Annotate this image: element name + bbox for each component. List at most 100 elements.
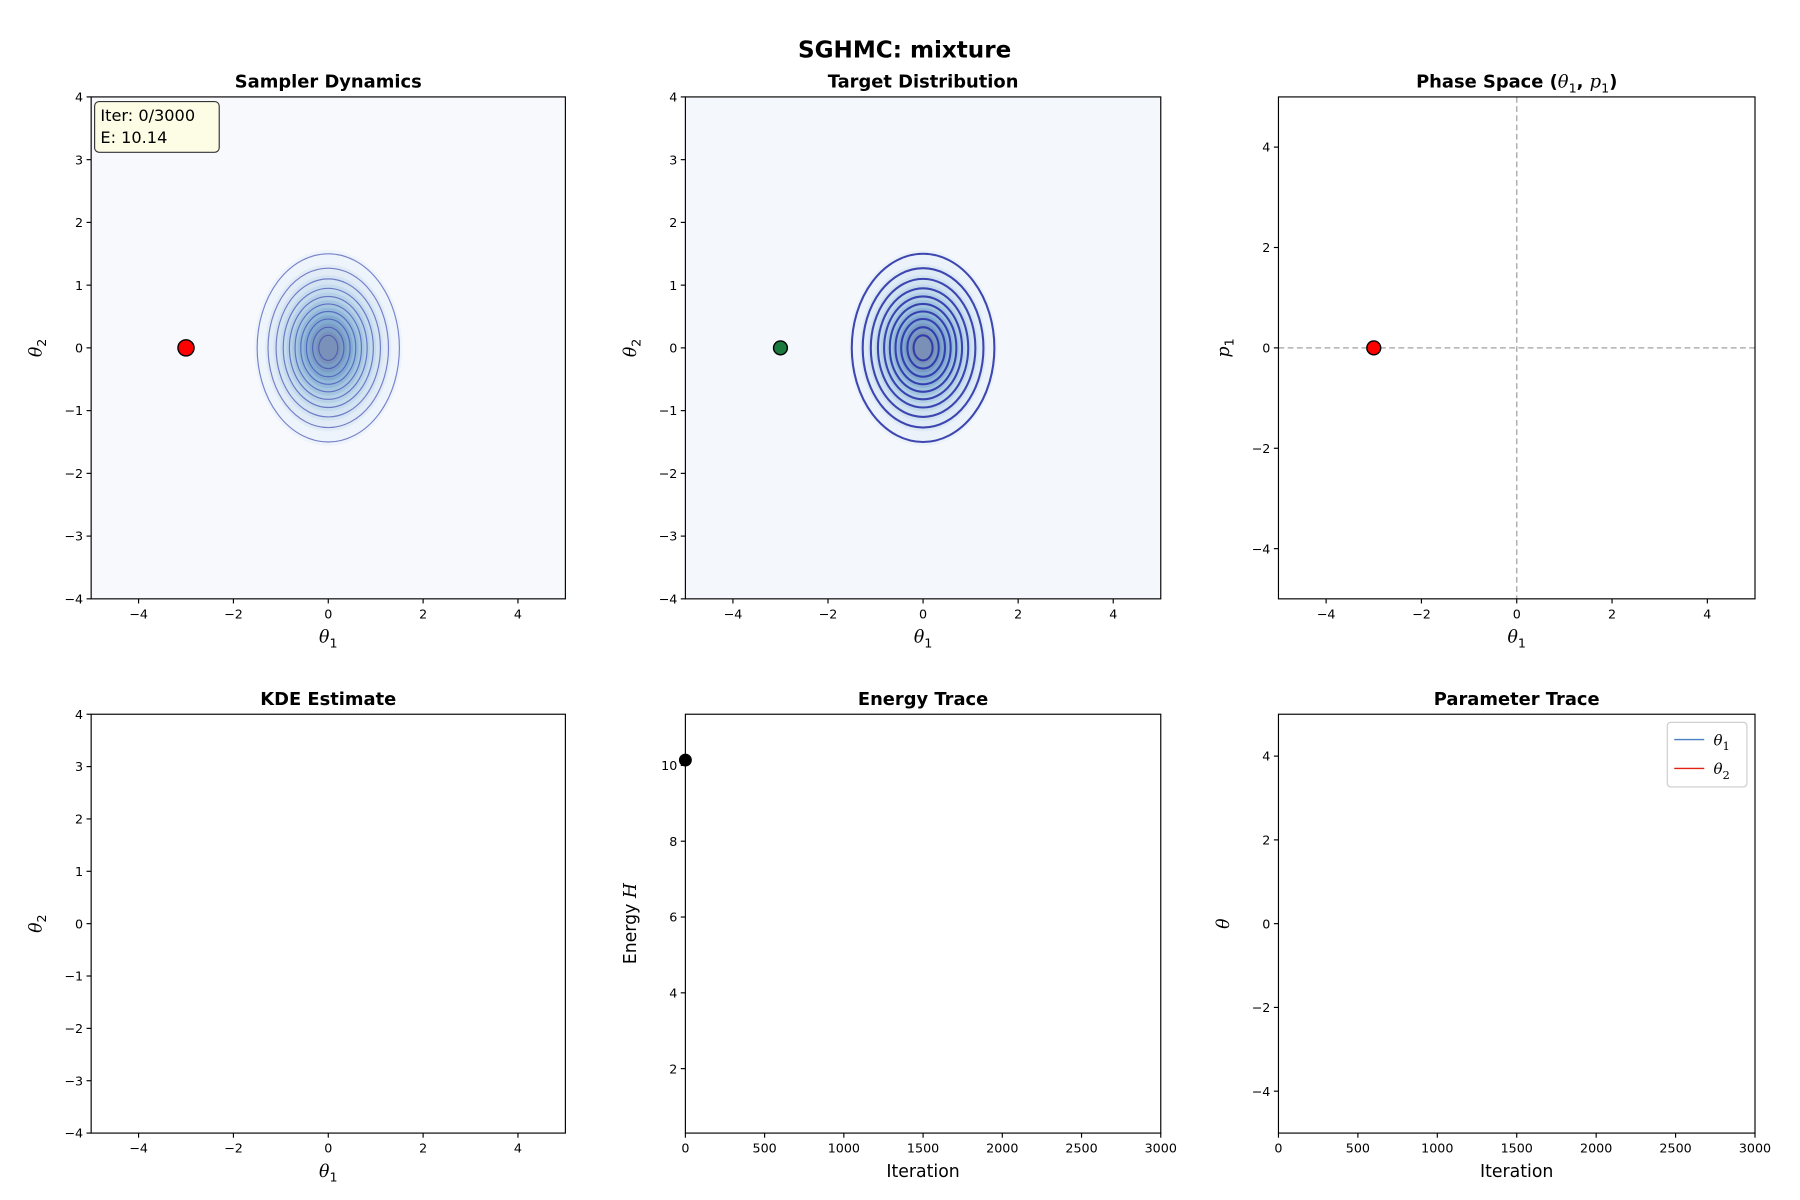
- x-tick-label: −4: [1317, 606, 1336, 621]
- plot-area: [91, 714, 566, 1134]
- title-subscript: 1: [1569, 80, 1577, 95]
- y-tick-label: −4: [1252, 541, 1271, 556]
- x-tick-label: −2: [1412, 606, 1431, 621]
- y-tick-label: 1: [75, 278, 83, 293]
- subplot-title: Sampler Dynamics: [235, 72, 422, 93]
- label-symbol: H: [621, 882, 641, 899]
- subplot-title: Target Distribution: [828, 72, 1019, 93]
- label-subscript: 1: [329, 635, 337, 650]
- plot-content: [848, 250, 998, 446]
- y-tick-label: −1: [64, 969, 83, 984]
- y-tick-label: −3: [64, 1073, 83, 1088]
- legend-subscript: 1: [1722, 739, 1729, 753]
- subplot-title: Energy Trace: [858, 689, 988, 710]
- label-subscript: 2: [34, 914, 49, 922]
- x-tick-label: 2000: [986, 1141, 1018, 1156]
- x-tick-label: 1500: [1501, 1141, 1533, 1156]
- x-tick-label: 0: [681, 1141, 689, 1156]
- y-tick-label: −3: [659, 529, 678, 544]
- x-tick-label: −2: [224, 606, 243, 621]
- y-axis-label: θ: [1214, 918, 1234, 929]
- y-tick-label: 3: [75, 759, 83, 774]
- legend-label: θ2: [1713, 760, 1729, 782]
- label-subscript: 1: [1518, 635, 1526, 650]
- y-tick-label: 4: [75, 90, 83, 105]
- x-tick-label: 500: [1346, 1141, 1370, 1156]
- data-point: [1366, 340, 1382, 356]
- y-tick-label: −4: [64, 591, 83, 606]
- x-tick-label: −4: [129, 1141, 148, 1156]
- info-box-line: E: 10.14: [100, 128, 167, 147]
- title-text: ,: [1577, 72, 1590, 93]
- y-tick-label: 2: [1262, 833, 1270, 848]
- legend-subscript: 2: [1722, 768, 1729, 782]
- legend-symbol: θ: [1713, 760, 1722, 778]
- plot-area: [685, 714, 1161, 1134]
- x-tick-label: 2: [419, 606, 427, 621]
- x-tick-label: 0: [324, 1141, 332, 1156]
- label-symbol: θ: [621, 346, 641, 357]
- contour-line: [312, 326, 345, 370]
- y-tick-label: −3: [64, 529, 83, 544]
- x-axis-label: θ1: [319, 1162, 338, 1185]
- label-subscript: 1: [924, 635, 932, 650]
- title-text: ): [1609, 72, 1617, 93]
- label-symbol: θ: [319, 628, 330, 648]
- contour-line: [888, 302, 958, 393]
- contour-line: [288, 295, 368, 400]
- y-tick-label: 0: [1262, 341, 1270, 356]
- x-tick-label: 2: [419, 1141, 427, 1156]
- label-subscript: 1: [1221, 338, 1236, 346]
- contour-line: [861, 267, 985, 429]
- y-tick-label: 0: [75, 341, 83, 356]
- y-axis-label: θ2: [621, 339, 644, 358]
- label-symbol: θ: [914, 628, 925, 648]
- y-tick-label: −4: [659, 591, 678, 606]
- y-tick-label: 0: [1262, 916, 1270, 931]
- x-axis-label: Iteration: [886, 1162, 959, 1182]
- x-tick-label: −4: [724, 606, 743, 621]
- y-tick-label: 1: [669, 278, 677, 293]
- figure-suptitle: SGHMC: mixture: [798, 38, 1011, 64]
- label-symbol: p: [1214, 346, 1234, 357]
- info-box-line: Iter: 0/3000: [100, 106, 195, 125]
- x-tick-label: 2500: [1065, 1141, 1097, 1156]
- title-symbol: p: [1590, 72, 1602, 93]
- y-tick-label: 4: [669, 90, 677, 105]
- y-tick-label: −2: [1252, 441, 1271, 456]
- x-tick-label: 2: [1608, 606, 1616, 621]
- y-tick-label: −2: [64, 1021, 83, 1036]
- x-tick-label: 2500: [1659, 1141, 1691, 1156]
- x-tick-label: 500: [753, 1141, 777, 1156]
- subplot-target: −4 −2 0 2 4 −4 −3 −2 −1 0 1 2 3 4 Target Distribution θ…: [621, 72, 1162, 650]
- y-tick-label: 0: [669, 341, 677, 356]
- y-tick-label: 8: [669, 834, 677, 849]
- x-tick-label: 0: [1274, 1141, 1282, 1156]
- y-tick-label: 4: [1262, 749, 1270, 764]
- y-tick-label: 4: [669, 985, 677, 1000]
- contour-line: [267, 267, 390, 429]
- y-tick-label: 2: [669, 215, 677, 230]
- legend-frame: [1666, 721, 1748, 788]
- y-tick-label: 2: [1262, 240, 1270, 255]
- info-box: Iter: 0/3000 E: 10.14: [94, 100, 220, 153]
- label-symbol: θ: [27, 346, 47, 357]
- y-tick-label: 10: [661, 758, 677, 773]
- y-tick-label: 4: [75, 707, 83, 722]
- contour-line: [305, 318, 351, 378]
- y-tick-label: −1: [659, 403, 678, 418]
- contour-line: [300, 310, 357, 385]
- x-tick-label: 3000: [1739, 1141, 1771, 1156]
- y-tick-label: 3: [669, 152, 677, 167]
- label-symbol: θ: [27, 922, 47, 933]
- y-tick-label: 2: [669, 1061, 677, 1076]
- contour-line: [282, 287, 374, 409]
- contour-line: [318, 334, 339, 362]
- x-tick-label: −2: [819, 606, 838, 621]
- y-tick-label: 4: [1262, 140, 1270, 155]
- contour-line: [850, 252, 996, 444]
